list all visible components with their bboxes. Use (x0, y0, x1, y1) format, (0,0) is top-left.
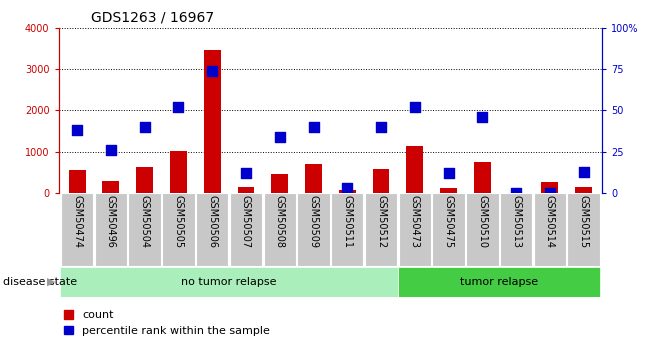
Point (173, 104, 184, 110)
Bar (339, 190, 355, 193)
Point (578, 169, 589, 175)
Bar (136, 167, 153, 193)
Bar (331, 193, 363, 266)
Text: GSM50507: GSM50507 (241, 195, 251, 248)
Point (511, 190, 521, 196)
Text: GSM50515: GSM50515 (579, 195, 589, 248)
Point (207, 68, 217, 73)
Bar (61, 193, 93, 266)
Text: tumor relapse: tumor relapse (460, 277, 538, 287)
Point (409, 104, 420, 110)
Bar (238, 187, 255, 193)
Text: GDS1263 / 16967: GDS1263 / 16967 (91, 10, 214, 24)
Point (139, 124, 150, 130)
Bar (271, 174, 288, 193)
Bar (534, 193, 566, 266)
Bar (365, 193, 397, 266)
Bar (61, 267, 398, 297)
Point (72, 128, 83, 133)
Point (342, 186, 352, 191)
Bar (128, 193, 161, 266)
Text: GSM50511: GSM50511 (342, 195, 352, 248)
Bar (204, 50, 221, 193)
Text: GSM50504: GSM50504 (140, 195, 150, 248)
Point (309, 124, 319, 130)
Text: ▶: ▶ (47, 277, 55, 287)
Bar (305, 164, 322, 193)
Point (275, 134, 285, 140)
Bar (162, 193, 195, 266)
Bar (196, 193, 229, 266)
Point (105, 147, 116, 153)
Bar (432, 193, 465, 266)
Text: GSM50475: GSM50475 (443, 195, 454, 248)
Text: GSM50510: GSM50510 (477, 195, 488, 248)
Text: GSM50474: GSM50474 (72, 195, 82, 248)
Text: GSM50508: GSM50508 (275, 195, 284, 248)
Bar (372, 169, 389, 193)
Bar (542, 183, 559, 193)
Bar (230, 193, 262, 266)
Bar (94, 193, 127, 266)
Text: GSM50496: GSM50496 (106, 195, 116, 248)
Point (241, 170, 251, 176)
Text: GSM50506: GSM50506 (207, 195, 217, 248)
Legend: count, percentile rank within the sample: count, percentile rank within the sample (64, 310, 270, 336)
Text: GSM50473: GSM50473 (409, 195, 420, 248)
Point (477, 114, 488, 120)
Bar (298, 193, 329, 266)
Bar (440, 188, 457, 193)
Text: GSM50509: GSM50509 (309, 195, 318, 248)
Bar (398, 193, 431, 266)
Bar (568, 193, 600, 266)
Bar (264, 193, 296, 266)
Bar (474, 162, 491, 193)
Text: GSM50512: GSM50512 (376, 195, 386, 248)
Bar (406, 146, 423, 193)
Text: disease state: disease state (3, 277, 77, 287)
Text: no tumor relapse: no tumor relapse (182, 277, 277, 287)
Bar (500, 193, 533, 266)
Bar (466, 193, 499, 266)
Point (443, 170, 454, 176)
Bar (575, 187, 592, 193)
Bar (398, 267, 600, 297)
Bar (102, 181, 119, 193)
Point (545, 190, 555, 196)
Point (376, 124, 386, 130)
Text: GSM50514: GSM50514 (545, 195, 555, 248)
Bar (170, 151, 187, 193)
Text: GSM50513: GSM50513 (511, 195, 521, 248)
Bar (69, 170, 85, 193)
Text: GSM50505: GSM50505 (173, 195, 184, 248)
